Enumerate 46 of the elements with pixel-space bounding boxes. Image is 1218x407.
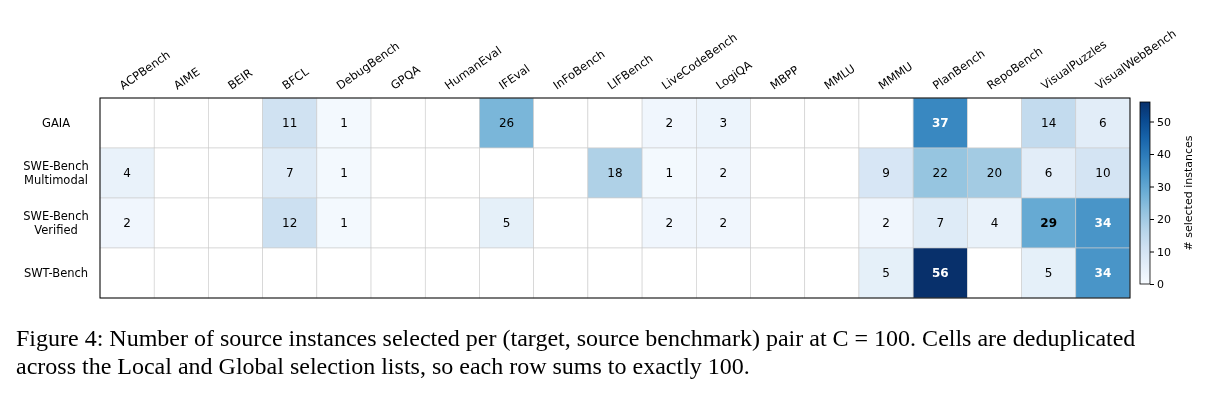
data-label: 9 <box>882 166 890 180</box>
data-label: 34 <box>1094 216 1112 230</box>
data-label: 10 <box>1095 166 1111 180</box>
data-label: 26 <box>498 116 515 130</box>
caption: Figure 4: Number of source instances selected per (target, source benchmark) pair at C = 100. Cells are deduplicated across the Local and Global selection lists, so each row sums to exactly 100. <box>16 325 1136 379</box>
data-label: 1 <box>340 216 348 230</box>
y-tick-label: SWE-Bench Verified <box>23 209 89 237</box>
data-label: 22 <box>932 166 948 180</box>
data-label: 20 <box>986 166 1003 180</box>
y-tick-label: SWT-Bench <box>23 266 89 280</box>
color-bar-label: 0 <box>1157 278 1164 292</box>
data-label: 11 <box>282 116 298 130</box>
data-label: 29 <box>1040 216 1058 230</box>
color-bar-label: 20 <box>1157 213 1171 227</box>
data-label: 6 <box>1099 116 1107 130</box>
data-label: 1 <box>340 166 348 180</box>
data-label: 18 <box>607 166 623 180</box>
data-label: 5 <box>1044 266 1053 280</box>
color-bar-label: 10 <box>1157 245 1171 259</box>
color-bar-label: 40 <box>1157 148 1171 162</box>
color-bar-label: 30 <box>1157 180 1171 194</box>
data-label: 3 <box>719 116 728 130</box>
data-label: 7 <box>285 166 294 180</box>
data-label: 5 <box>502 216 511 230</box>
data-label: 1 <box>340 116 348 130</box>
data-label: 2 <box>665 216 674 230</box>
data-label: 34 <box>1094 266 1112 280</box>
data-label: 2 <box>882 216 890 230</box>
y-tick-label: SWE-Bench Multimodal <box>23 159 89 187</box>
data-label: 5 <box>882 266 890 280</box>
data-label: 12 <box>282 216 298 230</box>
color-bar-label: 50 <box>1157 115 1171 129</box>
data-label: 2 <box>719 166 728 180</box>
data-label: 4 <box>990 216 999 230</box>
data-label: 37 <box>931 116 949 130</box>
data-label: 1 <box>665 166 674 180</box>
data-label: 2 <box>123 216 131 230</box>
data-label: 2 <box>719 216 728 230</box>
y-tick-label: GAIA <box>41 116 71 130</box>
data-label: 2 <box>665 116 674 130</box>
color-bar-title: # selected instances <box>1182 135 1195 251</box>
data-label: 56 <box>931 266 949 280</box>
data-label: 7 <box>936 216 945 230</box>
data-label: 14 <box>1041 116 1057 130</box>
data-label: 6 <box>1044 166 1053 180</box>
data-label: 4 <box>123 166 131 180</box>
